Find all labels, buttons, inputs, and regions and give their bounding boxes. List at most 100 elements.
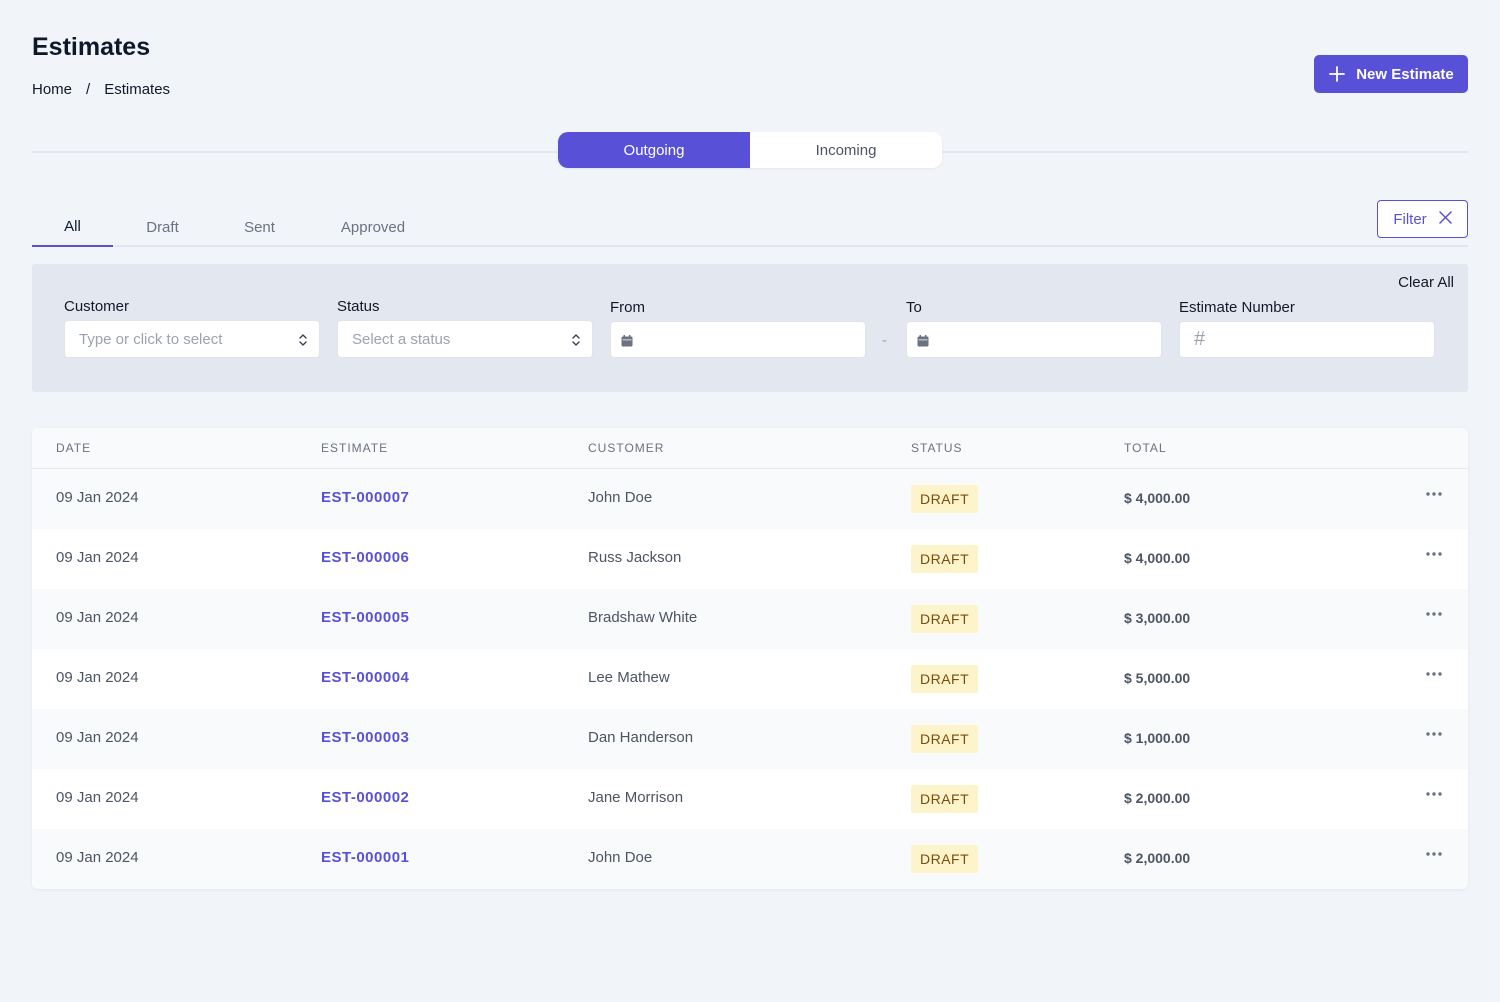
row-total: $ 5,000.00 [1124,670,1191,686]
from-date-input[interactable] [610,321,866,358]
row-estimate-link[interactable]: EST-000003 [321,729,410,746]
more-options-icon[interactable] [1425,785,1443,803]
filter-button[interactable]: Filter [1377,200,1468,238]
row-estimate-link[interactable]: EST-000007 [321,489,410,506]
row-total: $ 2,000.00 [1124,790,1191,806]
table-row[interactable]: 09 Jan 2024 EST-000004 Lee Mathew DRAFT … [32,649,1468,709]
status-tabs: All Draft Sent Approved [32,207,1468,247]
status-badge: DRAFT [911,725,979,753]
sort-caret-icon [297,331,309,353]
customer-select[interactable]: Type or click to select [64,320,320,358]
tab-draft[interactable]: Draft [146,218,179,236]
status-badge: DRAFT [911,785,979,813]
to-date-filter: To [906,298,1162,358]
row-date: 09 Jan 2024 [56,729,139,746]
row-customer: Lee Mathew [588,669,670,686]
column-total[interactable]: TOTAL [1124,441,1167,455]
row-total: $ 2,000.00 [1124,850,1191,866]
row-date: 09 Jan 2024 [56,609,139,626]
row-date: 09 Jan 2024 [56,849,139,866]
calendar-icon [917,334,929,351]
clear-all-link[interactable]: Clear All [1398,274,1454,291]
more-options-icon[interactable] [1425,665,1443,683]
row-estimate-link[interactable]: EST-000004 [321,669,410,686]
status-filter: Status Select a status [337,298,593,358]
row-estimate-link[interactable]: EST-000001 [321,849,410,866]
tab-all[interactable]: All [32,207,113,247]
row-date: 09 Jan 2024 [56,489,139,506]
row-customer: John Doe [588,849,653,866]
estimate-number-filter: Estimate Number # [1179,298,1435,358]
page-title: Estimates [32,33,151,61]
status-label: Status [337,298,380,315]
estimate-number-label: Estimate Number [1179,299,1295,316]
column-status[interactable]: STATUS [911,441,963,455]
table-header: DATE ESTIMATE CUSTOMER STATUS TOTAL [32,428,1468,469]
sort-caret-icon [570,331,582,353]
row-date: 09 Jan 2024 [56,789,139,806]
row-date: 09 Jan 2024 [56,669,139,686]
breadcrumb-current: Estimates [104,81,171,98]
date-range-separator: - [882,332,887,349]
filter-panel: Clear All Customer Type or click to sele… [32,264,1468,392]
row-customer: Dan Handerson [588,729,694,746]
column-estimate[interactable]: ESTIMATE [321,441,389,455]
filter-label: Filter [1393,210,1427,228]
estimates-table: DATE ESTIMATE CUSTOMER STATUS TOTAL 09 J… [32,428,1468,889]
row-total: $ 3,000.00 [1124,610,1191,626]
table-row[interactable]: 09 Jan 2024 EST-000002 Jane Morrison DRA… [32,769,1468,829]
status-badge: DRAFT [911,665,979,693]
table-row[interactable]: 09 Jan 2024 EST-000006 Russ Jackson DRAF… [32,529,1468,589]
customer-label: Customer [64,298,130,315]
row-total: $ 1,000.00 [1124,730,1191,746]
table-body: 09 Jan 2024 EST-000007 John Doe DRAFT $ … [32,469,1468,889]
table-row[interactable]: 09 Jan 2024 EST-000005 Bradshaw White DR… [32,589,1468,649]
row-date: 09 Jan 2024 [56,549,139,566]
more-options-icon[interactable] [1425,545,1443,563]
row-customer: Bradshaw White [588,609,698,626]
row-estimate-link[interactable]: EST-000005 [321,609,410,626]
more-options-icon[interactable] [1425,485,1443,503]
table-row[interactable]: 09 Jan 2024 EST-000007 John Doe DRAFT $ … [32,469,1468,529]
breadcrumb-home[interactable]: Home [32,81,73,98]
status-badge: DRAFT [911,485,979,513]
plus-icon [1328,65,1346,83]
direction-toggle: Outgoing Incoming [558,132,942,168]
table-row[interactable]: 09 Jan 2024 EST-000001 John Doe DRAFT $ … [32,829,1468,889]
close-icon [1438,210,1452,228]
from-date-filter: From [610,298,866,358]
customer-filter: Customer Type or click to select [64,298,320,358]
row-total: $ 4,000.00 [1124,490,1191,506]
breadcrumb: Home / Estimates [32,81,170,98]
column-customer[interactable]: CUSTOMER [588,441,665,455]
row-customer: John Doe [588,489,653,506]
tab-approved[interactable]: Approved [340,218,406,236]
calendar-icon [621,334,633,351]
new-estimate-label: New Estimate [1356,65,1454,83]
from-label: From [610,299,645,316]
tab-sent[interactable]: Sent [244,218,275,236]
more-options-icon[interactable] [1425,605,1443,623]
more-options-icon[interactable] [1425,845,1443,863]
status-badge: DRAFT [911,845,979,873]
estimate-number-input[interactable]: # [1179,321,1435,358]
new-estimate-button[interactable]: New Estimate [1314,55,1468,93]
column-date[interactable]: DATE [56,441,92,455]
row-customer: Russ Jackson [588,549,682,566]
hash-icon: # [1194,328,1206,350]
status-badge: DRAFT [911,605,979,633]
status-badge: DRAFT [911,545,979,573]
row-estimate-link[interactable]: EST-000006 [321,549,410,566]
row-customer: Jane Morrison [588,789,684,806]
status-placeholder: Select a status [352,330,451,348]
row-total: $ 4,000.00 [1124,550,1191,566]
status-select[interactable]: Select a status [337,320,593,358]
table-row[interactable]: 09 Jan 2024 EST-000003 Dan Handerson DRA… [32,709,1468,769]
tab-incoming[interactable]: Incoming [750,132,942,168]
breadcrumb-separator: / [86,81,91,98]
to-label: To [906,299,922,316]
tab-outgoing[interactable]: Outgoing [558,132,750,168]
row-estimate-link[interactable]: EST-000002 [321,789,410,806]
more-options-icon[interactable] [1425,725,1443,743]
to-date-input[interactable] [906,321,1162,358]
